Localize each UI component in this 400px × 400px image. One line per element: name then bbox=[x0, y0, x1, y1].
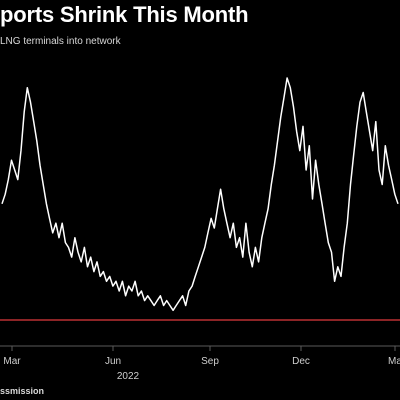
year-label: 2022 bbox=[117, 371, 140, 382]
x-tick-label: Sep bbox=[201, 356, 219, 367]
source-note: ssmission bbox=[0, 386, 45, 396]
chart-subtitle: LNG terminals into network bbox=[0, 36, 121, 47]
series-line bbox=[1, 77, 399, 312]
x-tick-label: Ma bbox=[388, 356, 400, 367]
chart-title: ports Shrink This Month bbox=[0, 2, 249, 27]
x-tick-label: Dec bbox=[292, 356, 310, 367]
x-tick-label: Mar bbox=[3, 356, 21, 367]
x-tick-label: Jun bbox=[105, 356, 121, 367]
